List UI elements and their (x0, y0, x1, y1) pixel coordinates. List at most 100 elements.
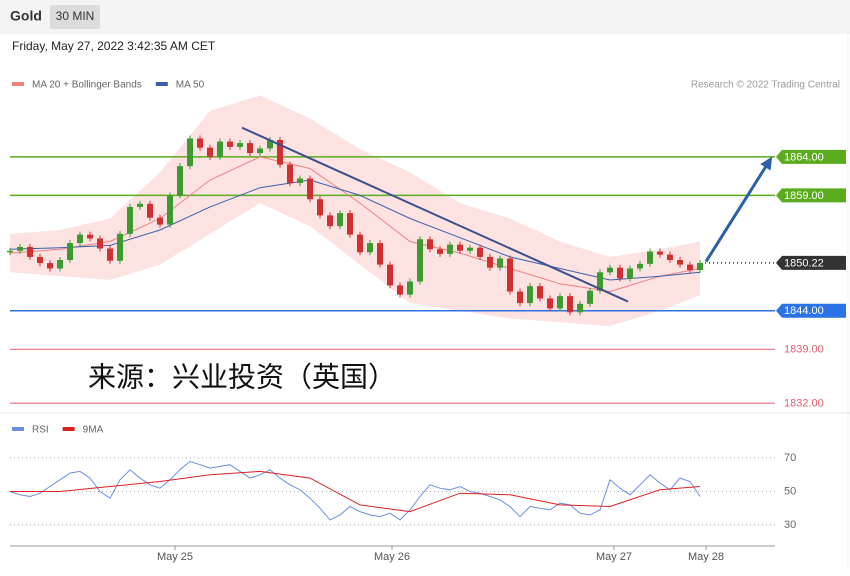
candle (677, 260, 683, 265)
candle (7, 250, 13, 253)
level-label: 1850.22 (784, 257, 824, 269)
x-tick-label: May 26 (374, 551, 410, 563)
trendline (241, 126, 629, 303)
candle (337, 213, 343, 227)
watermark: 来源：兴业投资（英国） (88, 361, 396, 392)
candle (267, 140, 273, 149)
candle (277, 140, 283, 165)
candle (67, 243, 73, 260)
candle (477, 247, 483, 257)
candle (327, 215, 333, 227)
candle (447, 244, 453, 254)
candle (127, 206, 133, 234)
candle (577, 303, 583, 313)
candle (517, 291, 523, 304)
candle (407, 281, 413, 295)
y-tick-label: 30 (784, 519, 796, 531)
y-tick-label: 50 (784, 485, 796, 497)
candle (347, 213, 353, 235)
series-line (9, 460, 701, 521)
candle (617, 267, 623, 279)
candle (107, 248, 113, 261)
candle (57, 260, 63, 269)
level-label: 1839.00 (784, 344, 824, 356)
legend-label: MA 20 + Bollinger Bands (32, 80, 142, 91)
candle (117, 233, 123, 261)
candle (47, 263, 53, 269)
candle (167, 195, 173, 225)
candle (647, 251, 653, 264)
candle (297, 178, 303, 184)
level-label: 1832.00 (784, 397, 824, 409)
candle (207, 147, 213, 157)
timestamp: Friday, May 27, 2022 3:42:35 AM CET (12, 39, 216, 53)
candle (157, 217, 163, 225)
ma-line (9, 156, 701, 293)
candle (237, 143, 243, 147)
interval-button[interactable] (50, 5, 100, 29)
legend-swatch (12, 82, 24, 86)
level-label-box (776, 255, 846, 270)
candle (247, 143, 253, 154)
candle (497, 258, 503, 268)
level-label: 1864.00 (784, 151, 824, 163)
candle (657, 251, 663, 255)
candle (667, 254, 673, 260)
candle (627, 268, 633, 279)
candle (77, 234, 83, 244)
candle (177, 166, 183, 196)
level-label: 1859.00 (784, 190, 824, 202)
top-bar (0, 0, 850, 34)
candle (97, 238, 103, 249)
candle (17, 246, 23, 251)
candle (87, 234, 93, 239)
candle (527, 286, 533, 304)
candle (137, 203, 143, 207)
candle (567, 296, 573, 313)
candle (197, 138, 203, 148)
ma-line (9, 179, 701, 281)
candle (457, 244, 463, 251)
candle (697, 262, 703, 270)
candle (367, 243, 373, 253)
level-label-box (776, 149, 846, 164)
candle (417, 239, 423, 282)
legend-swatch (12, 427, 24, 431)
candle (467, 247, 473, 251)
candle (187, 138, 193, 167)
candle (377, 243, 383, 265)
candle (317, 199, 323, 216)
credit: Research © 2022 Trading Central (691, 80, 840, 91)
bollinger-band (10, 95, 700, 327)
interval[interactable]: 30 MIN (56, 9, 95, 23)
x-tick-label: May 28 (688, 551, 724, 563)
arrow-head (760, 156, 773, 171)
candle (557, 296, 563, 309)
candle (307, 178, 313, 200)
candle (587, 290, 593, 304)
candle (437, 249, 443, 254)
level-label-box (776, 303, 846, 318)
candle (147, 203, 153, 218)
candle (687, 264, 693, 270)
candle (37, 256, 43, 264)
legend-swatch (155, 82, 168, 86)
candle (357, 234, 363, 253)
candle (537, 286, 543, 299)
legend-label: 9MA (83, 425, 104, 436)
candle (227, 141, 233, 147)
candle (637, 263, 643, 269)
candle (387, 264, 393, 286)
legend-label: RSI (32, 425, 49, 436)
symbol: Gold (10, 8, 42, 24)
candle (507, 258, 513, 292)
level-label: 1844.00 (784, 305, 824, 317)
candle (597, 272, 603, 291)
candle (257, 148, 263, 154)
x-tick-label: May 25 (157, 551, 193, 563)
series-line (10, 470, 701, 513)
legend-label: MA 50 (176, 80, 205, 91)
candle (397, 285, 403, 295)
forecast-arrow (704, 159, 772, 263)
